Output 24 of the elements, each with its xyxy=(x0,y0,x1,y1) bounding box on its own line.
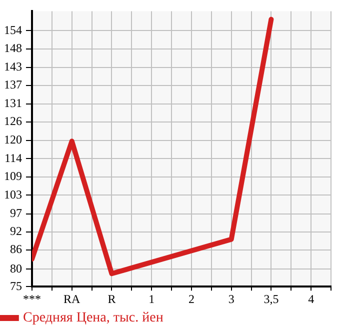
y-tick-label: 120 xyxy=(4,132,22,147)
y-tick-label: 154 xyxy=(4,22,22,37)
y-tick-label: 131 xyxy=(4,96,22,110)
x-tick-label: 3 xyxy=(228,292,234,306)
y-tick-label: 114 xyxy=(4,150,22,165)
y-tick-label: 86 xyxy=(10,242,22,256)
y-tick-label: 126 xyxy=(4,114,22,128)
y-tick-label: 143 xyxy=(4,59,22,74)
y-tick-label: 80 xyxy=(10,261,22,276)
y-tick-label: 75 xyxy=(10,278,22,293)
y-tick-label: 137 xyxy=(4,78,22,92)
y-tick-label: 92 xyxy=(10,224,22,238)
x-tick-label: 4 xyxy=(308,292,314,306)
x-tick-label: 2 xyxy=(188,292,194,306)
x-tick-label: *** xyxy=(23,292,41,306)
x-tick-label: 3,5 xyxy=(264,292,279,306)
x-tick-label: RA xyxy=(64,292,81,306)
x-tick-label: 1 xyxy=(148,292,155,306)
y-tick-label: 103 xyxy=(4,187,22,202)
y-tick-label: 148 xyxy=(4,40,22,55)
y-tick-label: 109 xyxy=(4,168,22,183)
y-tick-label: 97 xyxy=(10,206,22,220)
legend-label: Средняя Цена, тыс. йен xyxy=(23,310,164,326)
x-tick-label: R xyxy=(108,292,116,306)
